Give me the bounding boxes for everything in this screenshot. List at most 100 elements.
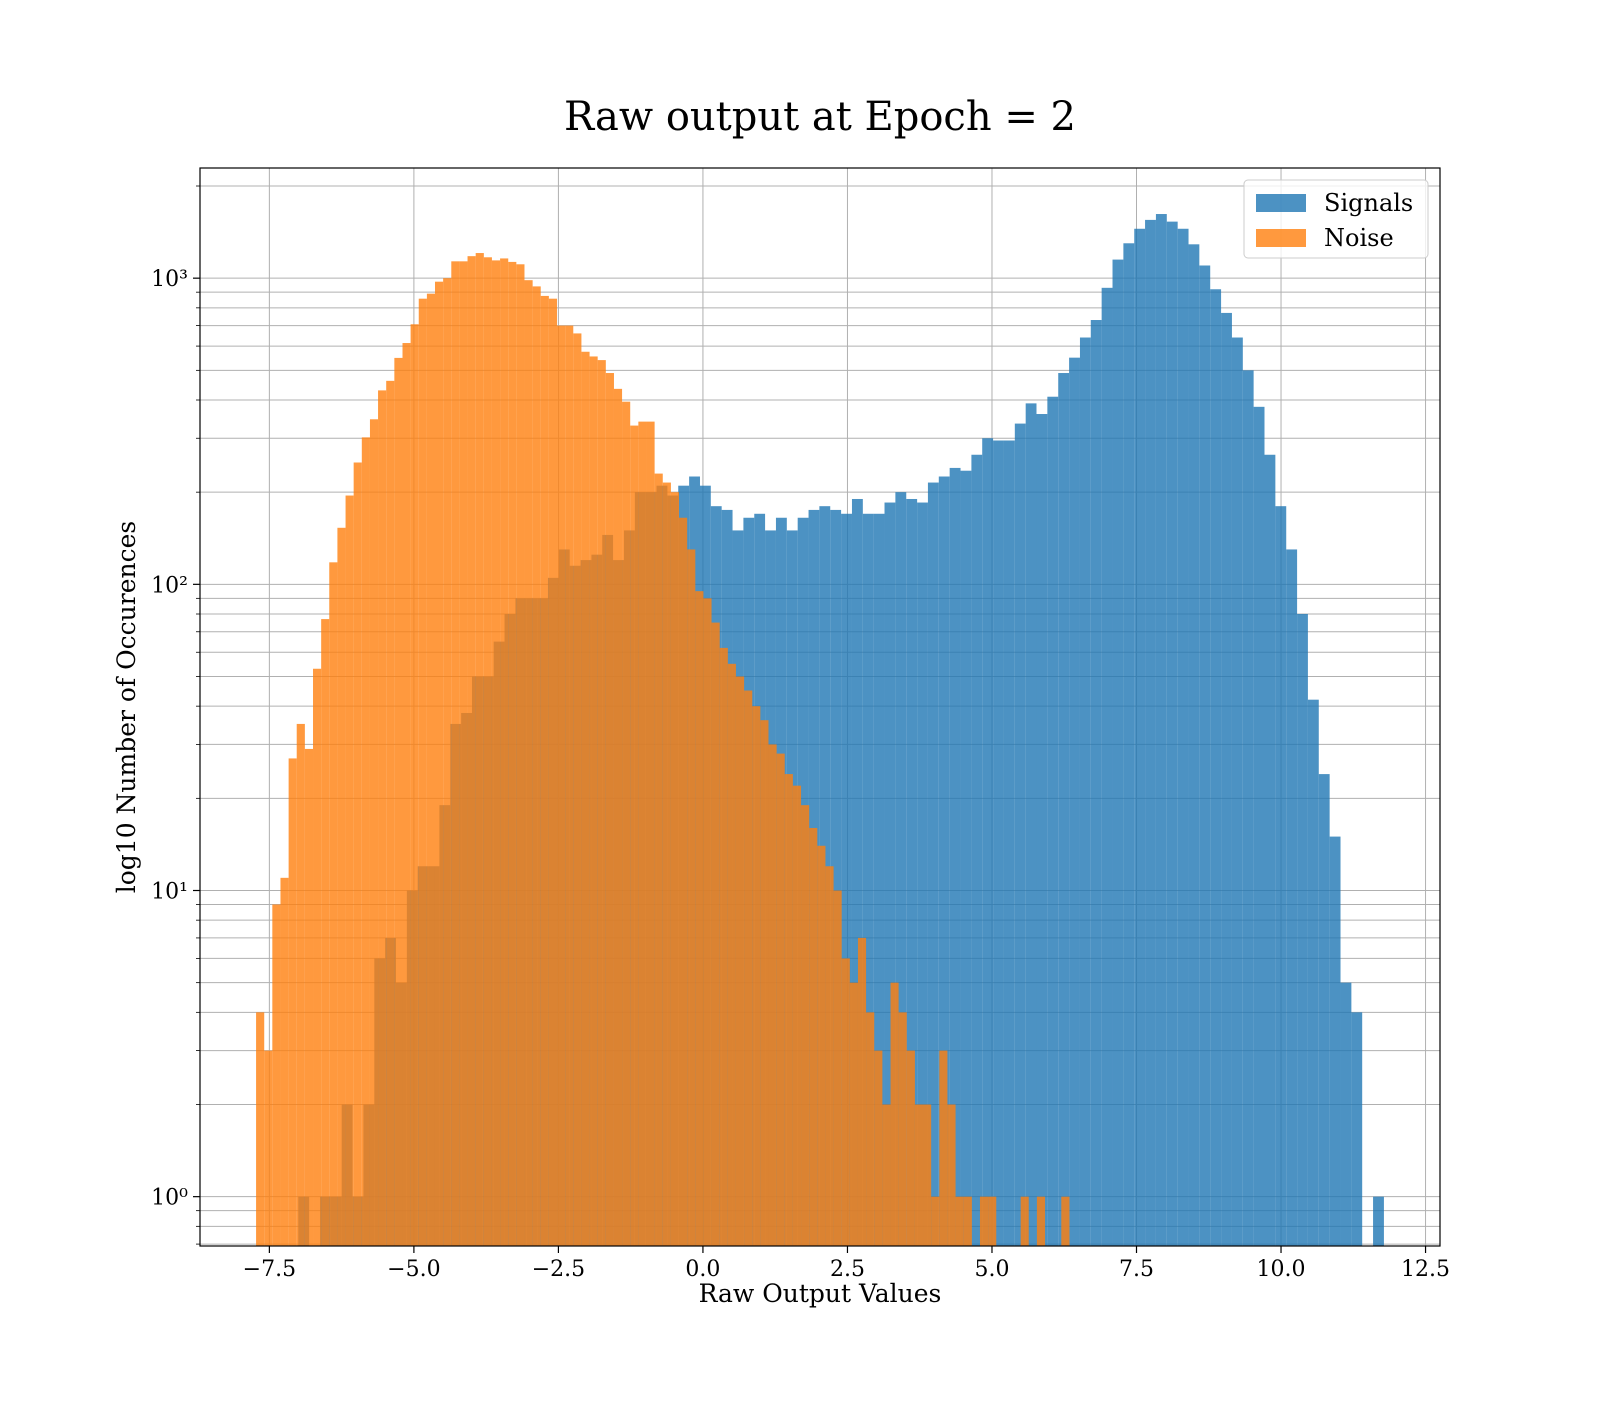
histogram-bar [971, 454, 983, 1246]
histogram-bar [1134, 228, 1146, 1246]
histogram-bar [589, 356, 598, 1246]
legend-label: Noise [1324, 224, 1394, 252]
histogram-bar [1014, 423, 1026, 1246]
histogram-bar [622, 401, 631, 1246]
histogram-bar [573, 333, 582, 1246]
histogram-bar [963, 1196, 972, 1246]
histogram-bar [378, 390, 387, 1246]
histogram-bar [1177, 228, 1189, 1246]
histogram-bar [703, 598, 712, 1246]
histogram-bar [386, 380, 395, 1246]
histogram-bar [906, 498, 918, 1246]
histogram-bar [735, 676, 745, 1246]
histogram-bar [947, 1104, 956, 1246]
histogram-bar [884, 502, 896, 1246]
histogram-bar [1166, 221, 1178, 1246]
histogram-bar [548, 298, 558, 1246]
histogram-bar [313, 668, 322, 1246]
histogram-bar [727, 663, 736, 1246]
histogram-bar [719, 647, 728, 1246]
histogram-bar [1242, 370, 1254, 1246]
histogram-bar [873, 513, 885, 1246]
histogram-bar [613, 388, 623, 1246]
histogram-bar [638, 421, 647, 1246]
histogram-bar [927, 482, 939, 1246]
legend-swatch [1256, 229, 1306, 247]
histogram-bar [296, 723, 305, 1246]
histogram-bar [1286, 549, 1298, 1246]
histogram-bar [882, 1104, 891, 1246]
histogram-bar [752, 706, 761, 1246]
histogram-bar [1020, 1196, 1029, 1246]
x-tick-label: −7.5 [243, 1257, 296, 1282]
histogram-bar [369, 419, 379, 1246]
y-tick-label: 10⁰ [151, 1186, 188, 1211]
histogram-bar [630, 425, 639, 1246]
plot-area [256, 214, 1384, 1246]
x-tick-label: 12.5 [1401, 1257, 1450, 1282]
x-axis-label: Raw Output Values [699, 1279, 942, 1308]
histogram-bar [1112, 259, 1124, 1246]
histogram-bar [857, 937, 867, 1246]
histogram-bar [1025, 403, 1037, 1246]
histogram-bar [784, 774, 793, 1246]
histogram-bar [532, 286, 541, 1246]
y-axis-label: log10 Number of Occurences [112, 521, 141, 894]
histogram-bar [744, 690, 753, 1246]
y-tick-label: 10¹ [151, 879, 188, 904]
histogram-bar [321, 619, 330, 1246]
x-tick-label: 5.0 [974, 1257, 1009, 1282]
histogram-bar [906, 1050, 915, 1246]
histogram-bar [516, 264, 525, 1246]
histogram-bar [1090, 320, 1102, 1246]
histogram-bar [914, 1104, 924, 1246]
histogram-bar [679, 517, 688, 1246]
histogram-bar [938, 476, 950, 1246]
histogram-bar [646, 421, 655, 1246]
histogram-bar [792, 785, 802, 1246]
histogram-bar [866, 1012, 875, 1246]
histogram-bar [581, 351, 590, 1246]
histogram-bar [949, 467, 961, 1246]
histogram-bar [979, 1196, 989, 1246]
histogram-bar [410, 324, 419, 1246]
histogram-bar [1079, 337, 1091, 1246]
histogram-bar [982, 438, 994, 1246]
histogram-bar [825, 866, 834, 1246]
histogram-bar [1329, 836, 1341, 1246]
histogram-bar [426, 293, 435, 1246]
histogram-bar [654, 473, 663, 1246]
histogram-bar [1036, 414, 1048, 1246]
histogram-bar [345, 495, 354, 1246]
histogram-bar [264, 1050, 273, 1246]
histogram-bar [890, 982, 899, 1246]
histogram-bar [849, 982, 858, 1246]
histogram-bar [524, 280, 533, 1246]
histogram-bar [1221, 312, 1232, 1246]
legend: Signals Noise [1243, 179, 1429, 259]
histogram-bar [833, 890, 842, 1246]
histogram-bar [1058, 373, 1070, 1246]
histogram-bar [687, 549, 696, 1246]
histogram-bar [1199, 265, 1211, 1246]
histogram-bar [491, 260, 501, 1246]
histogram-bar [1210, 289, 1222, 1246]
histogram-bar [540, 295, 549, 1246]
histogram-bar [1101, 287, 1113, 1246]
histogram-bar [467, 256, 476, 1246]
histogram-bar [662, 482, 671, 1246]
histogram-bar [760, 720, 769, 1246]
histogram-bar [898, 1012, 907, 1246]
histogram-bar [443, 278, 452, 1246]
histogram-bar [801, 805, 810, 1246]
histogram-bar [1297, 614, 1308, 1246]
histogram-bar [1188, 244, 1200, 1246]
histogram-bar [817, 845, 826, 1246]
histogram-bar [361, 437, 370, 1246]
histogram-bar [1231, 337, 1243, 1246]
histogram-bar [483, 257, 492, 1246]
histogram-bar [923, 1104, 932, 1246]
histogram-bar [434, 281, 444, 1246]
